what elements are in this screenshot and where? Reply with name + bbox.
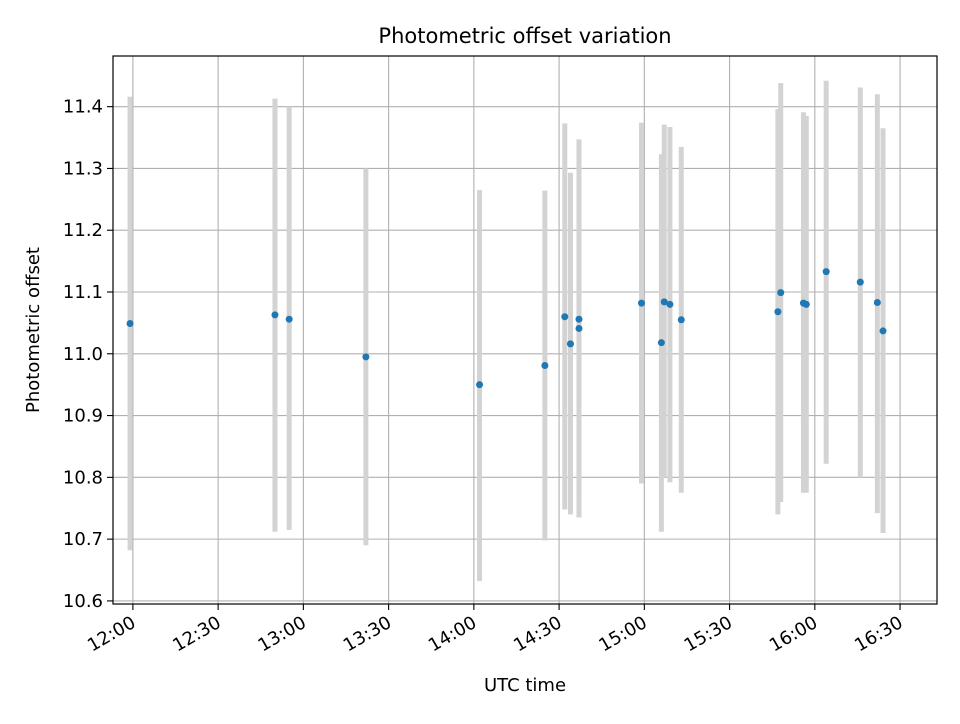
data-point <box>575 315 583 323</box>
plot-frame <box>112 55 938 605</box>
data-point <box>561 313 569 321</box>
y-axis-ticks: 10.6 10.7 10.8 10.9 11.0 11.1 11.2 11.3 11.4 <box>63 97 113 612</box>
x-axis-label: UTC time <box>484 675 566 696</box>
y-tick-label: 11.1 <box>63 282 103 303</box>
y-tick-label: 11.0 <box>63 344 103 365</box>
y-tick-label: 10.6 <box>63 591 103 612</box>
data-point <box>271 311 279 319</box>
data-point <box>856 278 864 286</box>
data-point <box>822 268 830 276</box>
data-points <box>126 268 887 389</box>
grid-lines <box>113 56 937 604</box>
data-point <box>575 324 583 332</box>
data-point <box>802 300 810 308</box>
chart-title: Photometric offset variation <box>378 24 671 48</box>
data-point <box>777 289 785 297</box>
data-point <box>476 381 484 389</box>
data-point <box>362 353 370 361</box>
data-point <box>774 308 782 316</box>
data-point <box>637 299 645 307</box>
data-point <box>285 315 293 323</box>
y-tick-label: 10.9 <box>63 406 103 427</box>
data-point <box>660 298 668 306</box>
data-point <box>879 327 887 335</box>
data-point <box>657 339 665 347</box>
data-point <box>566 340 574 348</box>
y-tick-label: 10.7 <box>63 529 103 550</box>
y-tick-label: 10.8 <box>63 467 103 488</box>
y-tick-label: 11.4 <box>63 97 103 118</box>
data-point <box>677 316 685 324</box>
data-point <box>666 300 674 308</box>
y-tick-label: 11.3 <box>63 158 103 179</box>
y-tick-label: 11.2 <box>63 220 103 241</box>
data-point <box>873 299 881 307</box>
data-point <box>126 320 134 328</box>
y-axis-label: Photometric offset <box>23 247 44 413</box>
data-point <box>541 362 549 370</box>
